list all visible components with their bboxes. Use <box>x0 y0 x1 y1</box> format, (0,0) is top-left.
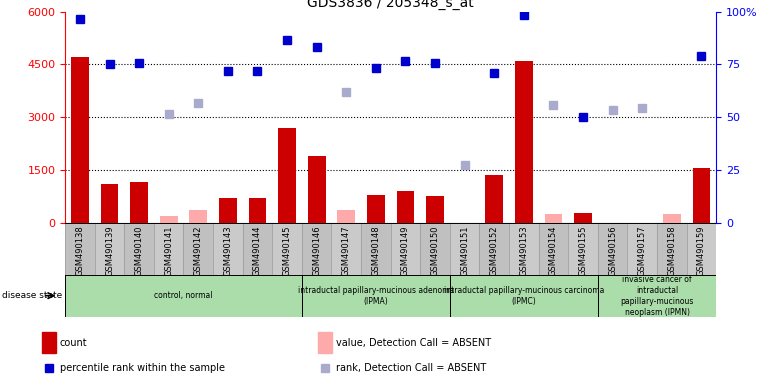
Text: GSM490141: GSM490141 <box>164 225 173 276</box>
Text: GSM490157: GSM490157 <box>638 225 647 276</box>
Text: control, normal: control, normal <box>154 291 213 300</box>
Text: GSM490148: GSM490148 <box>372 225 381 276</box>
Text: GSM490158: GSM490158 <box>667 225 676 276</box>
Bar <box>308 156 326 223</box>
Bar <box>302 275 450 317</box>
Bar <box>272 223 302 275</box>
Bar <box>574 213 592 223</box>
Bar <box>249 198 267 223</box>
Text: GSM490153: GSM490153 <box>519 225 529 276</box>
Text: GSM490156: GSM490156 <box>608 225 617 276</box>
Text: intraductal papillary-mucinous carcinoma
(IPMC): intraductal papillary-mucinous carcinoma… <box>444 286 604 306</box>
Bar <box>130 182 148 223</box>
Bar <box>95 223 124 275</box>
Text: value, Detection Call = ABSENT: value, Detection Call = ABSENT <box>336 338 491 348</box>
Bar <box>515 61 532 223</box>
Bar <box>509 223 538 275</box>
Bar <box>538 223 568 275</box>
Text: GSM490144: GSM490144 <box>253 225 262 276</box>
Bar <box>332 223 361 275</box>
Text: GSM490139: GSM490139 <box>105 225 114 276</box>
Bar <box>243 223 272 275</box>
Text: GSM490151: GSM490151 <box>460 225 469 276</box>
Bar <box>391 223 421 275</box>
Text: rank, Detection Call = ABSENT: rank, Detection Call = ABSENT <box>336 363 486 373</box>
Text: GSM490146: GSM490146 <box>313 225 321 276</box>
Text: GSM490155: GSM490155 <box>578 225 588 276</box>
Bar <box>302 223 332 275</box>
Bar <box>692 168 710 223</box>
Bar <box>421 223 450 275</box>
Bar <box>367 195 385 223</box>
Bar <box>568 223 597 275</box>
Bar <box>450 275 597 317</box>
Bar <box>278 127 296 223</box>
Bar <box>657 223 686 275</box>
Bar <box>65 223 95 275</box>
Bar <box>160 216 178 223</box>
Text: GSM490138: GSM490138 <box>75 225 84 276</box>
Bar <box>184 223 213 275</box>
Text: count: count <box>60 338 87 348</box>
Bar <box>71 57 89 223</box>
Bar <box>597 275 716 317</box>
Bar <box>42 332 56 353</box>
Text: percentile rank within the sample: percentile rank within the sample <box>60 363 224 373</box>
Bar <box>189 210 207 223</box>
Text: GSM490145: GSM490145 <box>283 225 292 276</box>
Text: GSM490147: GSM490147 <box>342 225 351 276</box>
Bar <box>154 223 184 275</box>
Bar <box>65 275 302 317</box>
Text: GSM490143: GSM490143 <box>224 225 232 276</box>
Bar <box>545 214 562 223</box>
Bar <box>318 332 332 353</box>
Bar <box>480 223 509 275</box>
Bar <box>337 210 355 223</box>
Text: intraductal papillary-mucinous adenoma
(IPMA): intraductal papillary-mucinous adenoma (… <box>298 286 454 306</box>
Bar <box>450 223 480 275</box>
Bar <box>213 223 243 275</box>
Text: GSM490149: GSM490149 <box>401 225 410 276</box>
Text: GSM490142: GSM490142 <box>194 225 203 276</box>
Bar <box>361 223 391 275</box>
Bar <box>597 223 627 275</box>
Text: GSM490152: GSM490152 <box>489 225 499 276</box>
Text: disease state: disease state <box>2 291 62 300</box>
Bar <box>686 223 716 275</box>
Text: GSM490150: GSM490150 <box>430 225 440 276</box>
Bar <box>100 184 119 223</box>
Text: invasive cancer of
intraductal
papillary-mucinous
neoplasm (IPMN): invasive cancer of intraductal papillary… <box>620 275 694 317</box>
Bar <box>426 196 444 223</box>
Text: GSM490154: GSM490154 <box>549 225 558 276</box>
Bar <box>663 214 681 223</box>
Text: GSM490140: GSM490140 <box>135 225 143 276</box>
Bar <box>397 191 414 223</box>
Bar <box>627 223 657 275</box>
Title: GDS3836 / 205348_s_at: GDS3836 / 205348_s_at <box>307 0 474 10</box>
Bar <box>219 198 237 223</box>
Text: GSM490159: GSM490159 <box>697 225 706 276</box>
Bar <box>486 175 503 223</box>
Bar <box>124 223 154 275</box>
